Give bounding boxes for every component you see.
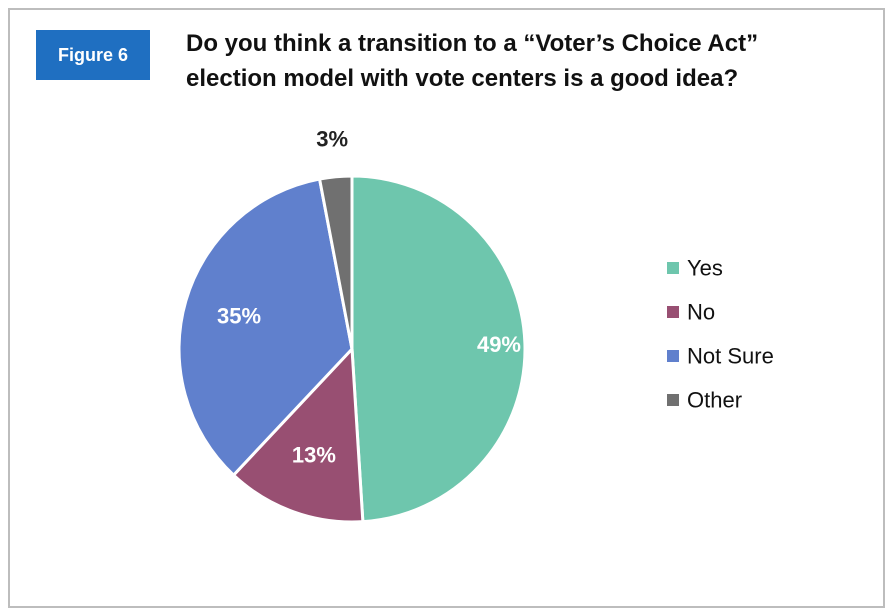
legend-label-not-sure: Not Sure	[687, 344, 774, 369]
chart-title-line-1: Do you think a transition to a “Voter’s …	[186, 30, 759, 57]
legend-label-other: Other	[687, 388, 742, 413]
data-label-yes: 49%	[477, 332, 521, 357]
pie-slice-yes	[350, 174, 527, 524]
figure-badge-label: Figure 6	[57, 44, 128, 65]
pie-slice-not-sure	[177, 177, 354, 478]
legend-swatch-no	[667, 306, 679, 318]
pie-slice-no	[231, 345, 365, 524]
legend-swatch-not-sure	[667, 350, 679, 362]
legend-swatch-other	[667, 394, 679, 406]
figure-badge: Figure 6	[36, 30, 150, 80]
legend-label-yes: Yes	[687, 256, 723, 281]
data-label-no: 13%	[292, 442, 336, 467]
chart-title-line-2: election model with vote centers is a go…	[186, 65, 739, 92]
chart-title: Do you think a transition to a “Voter’s …	[186, 26, 836, 96]
data-label-not-sure: 35%	[217, 304, 261, 329]
data-label-other: 3%	[316, 126, 348, 151]
legend-swatch-yes	[667, 262, 679, 274]
pie-slice-other	[317, 174, 354, 350]
legend-label-no: No	[687, 300, 715, 325]
